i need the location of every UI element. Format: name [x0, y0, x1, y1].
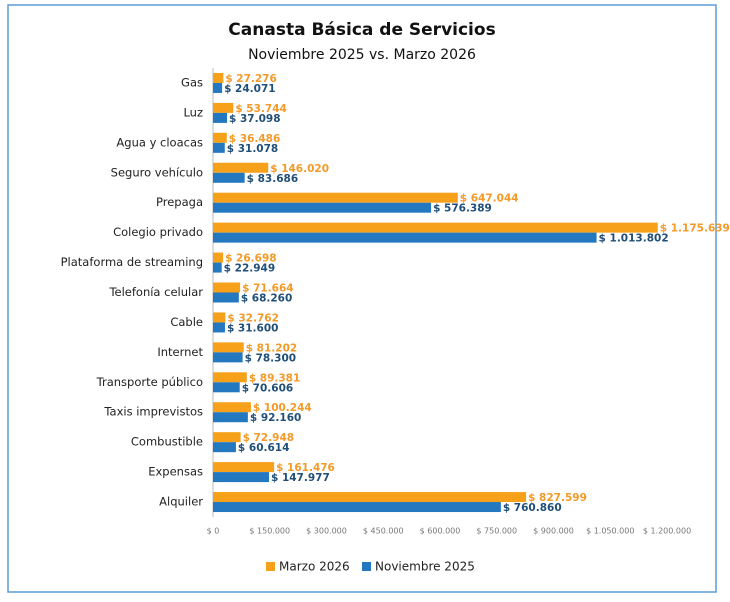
bar: [213, 112, 228, 123]
bar: [213, 162, 269, 173]
bar: [213, 432, 241, 443]
y-tick-label: Transporte público: [96, 375, 203, 389]
y-tick-label: Plataforma de streaming: [61, 255, 203, 269]
x-tick-label: $ 1.200.000: [643, 527, 691, 536]
y-tick-label: Telefonía celular: [108, 285, 203, 299]
bar: [213, 192, 458, 203]
x-tick-label: $ 0: [207, 527, 220, 536]
bar: [213, 232, 597, 243]
legend-label: Noviembre 2025: [375, 560, 475, 574]
bar: [213, 102, 234, 113]
bar: [213, 382, 240, 393]
bar: [213, 72, 224, 83]
x-tick-label: $ 300.000: [306, 527, 347, 536]
y-tick-label: Internet: [157, 345, 203, 359]
bar: [213, 502, 501, 513]
legend-swatch: [266, 562, 275, 571]
value-label: $ 27.276: [225, 73, 276, 85]
bar: [213, 342, 244, 353]
x-tick-label: $ 450.000: [363, 527, 404, 536]
y-tick-label: Combustible: [131, 435, 203, 449]
value-label: $ 26.698: [225, 253, 276, 265]
x-tick-label: $ 1.050.000: [586, 527, 634, 536]
bar: [213, 82, 223, 93]
bar: [213, 322, 225, 333]
value-label: $ 78.300: [245, 352, 296, 364]
value-label: $ 31.600: [227, 322, 278, 334]
value-label: $ 24.071: [224, 83, 275, 95]
x-tick-label: $ 750.000: [476, 527, 517, 536]
value-label: $ 83.686: [247, 173, 298, 185]
bar: [213, 402, 251, 413]
value-label: $ 1.013.802: [599, 233, 669, 245]
bar: [213, 292, 239, 303]
value-label: $ 147.977: [271, 472, 330, 484]
y-tick-label: Luz: [183, 105, 203, 119]
y-tick-label: Gas: [181, 75, 203, 89]
value-label: $ 146.020: [270, 163, 329, 175]
bar: [213, 262, 222, 273]
value-label: $ 68.260: [241, 293, 292, 305]
y-tick-label: Cable: [170, 315, 203, 329]
bar: [213, 222, 658, 233]
value-label: $ 100.244: [253, 402, 312, 414]
y-tick-label: Seguro vehículo: [111, 165, 203, 179]
value-label: $ 37.098: [229, 113, 280, 125]
y-tick-label: Alquiler: [159, 495, 203, 509]
bar: [213, 202, 432, 213]
value-label: $ 32.762: [227, 312, 278, 324]
bar: [213, 172, 245, 183]
value-label: $ 31.078: [227, 143, 278, 155]
y-tick-label: Prepaga: [156, 195, 203, 209]
bar: [213, 312, 226, 323]
y-tick-label: Colegio privado: [113, 225, 203, 239]
value-label: $ 81.202: [246, 342, 297, 354]
bar: [213, 462, 275, 473]
value-label: $ 22.949: [224, 263, 275, 275]
value-label: $ 53.744: [235, 103, 286, 115]
value-label: $ 60.614: [238, 442, 289, 454]
bar: [213, 442, 236, 453]
chart-title: Canasta Básica de Servicios: [228, 20, 495, 40]
value-label: $ 71.664: [242, 283, 293, 295]
bar: [213, 132, 227, 143]
value-label: $ 647.044: [460, 193, 519, 205]
value-label: $ 760.860: [503, 502, 562, 514]
chart-subtitle: Noviembre 2025 vs. Marzo 2026: [248, 47, 476, 63]
y-tick-label: Taxis imprevistos: [103, 405, 203, 419]
bar: [213, 142, 225, 153]
bar: [213, 352, 243, 363]
value-label: $ 92.160: [250, 412, 301, 424]
x-tick-label: $ 150.000: [249, 527, 290, 536]
bar: [213, 282, 241, 293]
bar: [213, 492, 527, 503]
value-label: $ 70.606: [242, 382, 293, 394]
value-label: $ 161.476: [276, 462, 335, 474]
bar: [213, 412, 248, 423]
value-label: $ 72.948: [243, 432, 294, 444]
bar: [213, 252, 224, 263]
value-label: $ 36.486: [229, 133, 280, 145]
bar: [213, 372, 247, 383]
y-tick-label: Agua y cloacas: [116, 135, 203, 149]
legend-swatch: [362, 562, 371, 571]
value-label: $ 1.175.639: [660, 223, 730, 235]
x-tick-label: $ 900.000: [533, 527, 574, 536]
x-tick-label: $ 600.000: [420, 527, 461, 536]
value-label: $ 576.389: [433, 203, 492, 215]
y-tick-label: Expensas: [148, 465, 203, 479]
legend-label: Marzo 2026: [279, 560, 350, 574]
value-label: $ 89.381: [249, 372, 300, 384]
value-label: $ 827.599: [528, 492, 587, 504]
bar: [213, 472, 269, 483]
